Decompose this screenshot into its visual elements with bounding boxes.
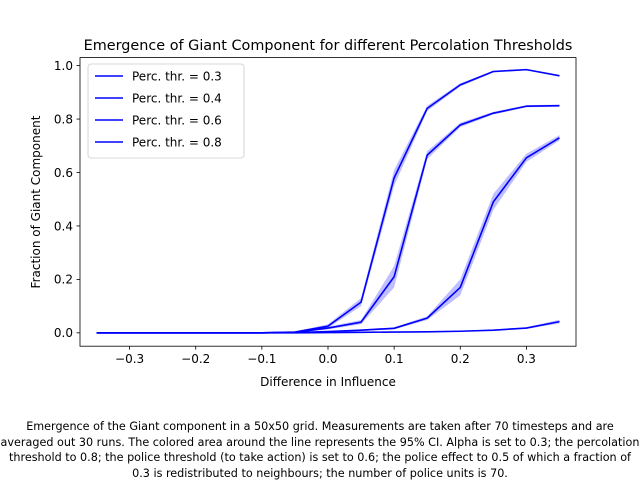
legend-entry: Perc. thr. = 0.8: [132, 135, 222, 149]
ci-band-3: [96, 135, 560, 333]
y-tick-label: 0.4: [54, 219, 73, 233]
legend-box: [87, 63, 245, 159]
y-tick-label: 0.8: [54, 112, 73, 126]
y-tick-label: 0.2: [54, 273, 73, 287]
series-line-4: [96, 320, 560, 334]
y-tick-label: 0.6: [54, 166, 73, 180]
y-axis-ticks: 0.0 0.2 0.4 0.6 0.8 1.0: [54, 59, 80, 340]
legend-entry: Perc. thr. = 0.6: [132, 113, 222, 127]
x-axis-label: Difference in Influence: [260, 375, 396, 389]
series-line-3: [96, 137, 560, 334]
x-axis-ticks: −0.3 −0.2 −0.1 0.0 0.1 0.2 0.3: [115, 346, 536, 366]
legend: Perc. thr. = 0.3 Perc. thr. = 0.4 Perc. th…: [87, 63, 245, 159]
x-tick-label: 0.2: [451, 352, 470, 366]
x-tick-label: 0.0: [318, 352, 337, 366]
x-tick-label: 0.3: [517, 352, 536, 366]
y-tick-label: 0.0: [54, 326, 73, 340]
x-tick-label: 0.1: [385, 352, 404, 366]
x-tick-label: −0.3: [115, 352, 144, 366]
chart-title: Emergence of Giant Component for differe…: [84, 38, 573, 54]
legend-entry: Perc. thr. = 0.4: [132, 91, 222, 105]
y-tick-label: 1.0: [54, 59, 73, 73]
line-chart: Emergence of Giant Component for differe…: [29, 38, 577, 389]
x-tick-label: −0.2: [181, 352, 210, 366]
legend-entry: Perc. thr. = 0.3: [132, 69, 222, 83]
series-lines: [96, 68, 560, 334]
x-tick-label: −0.1: [247, 352, 276, 366]
figure-caption: Emergence of the Giant component in a 50…: [0, 420, 640, 480]
y-axis-label: Fraction of Giant Component: [29, 115, 43, 288]
